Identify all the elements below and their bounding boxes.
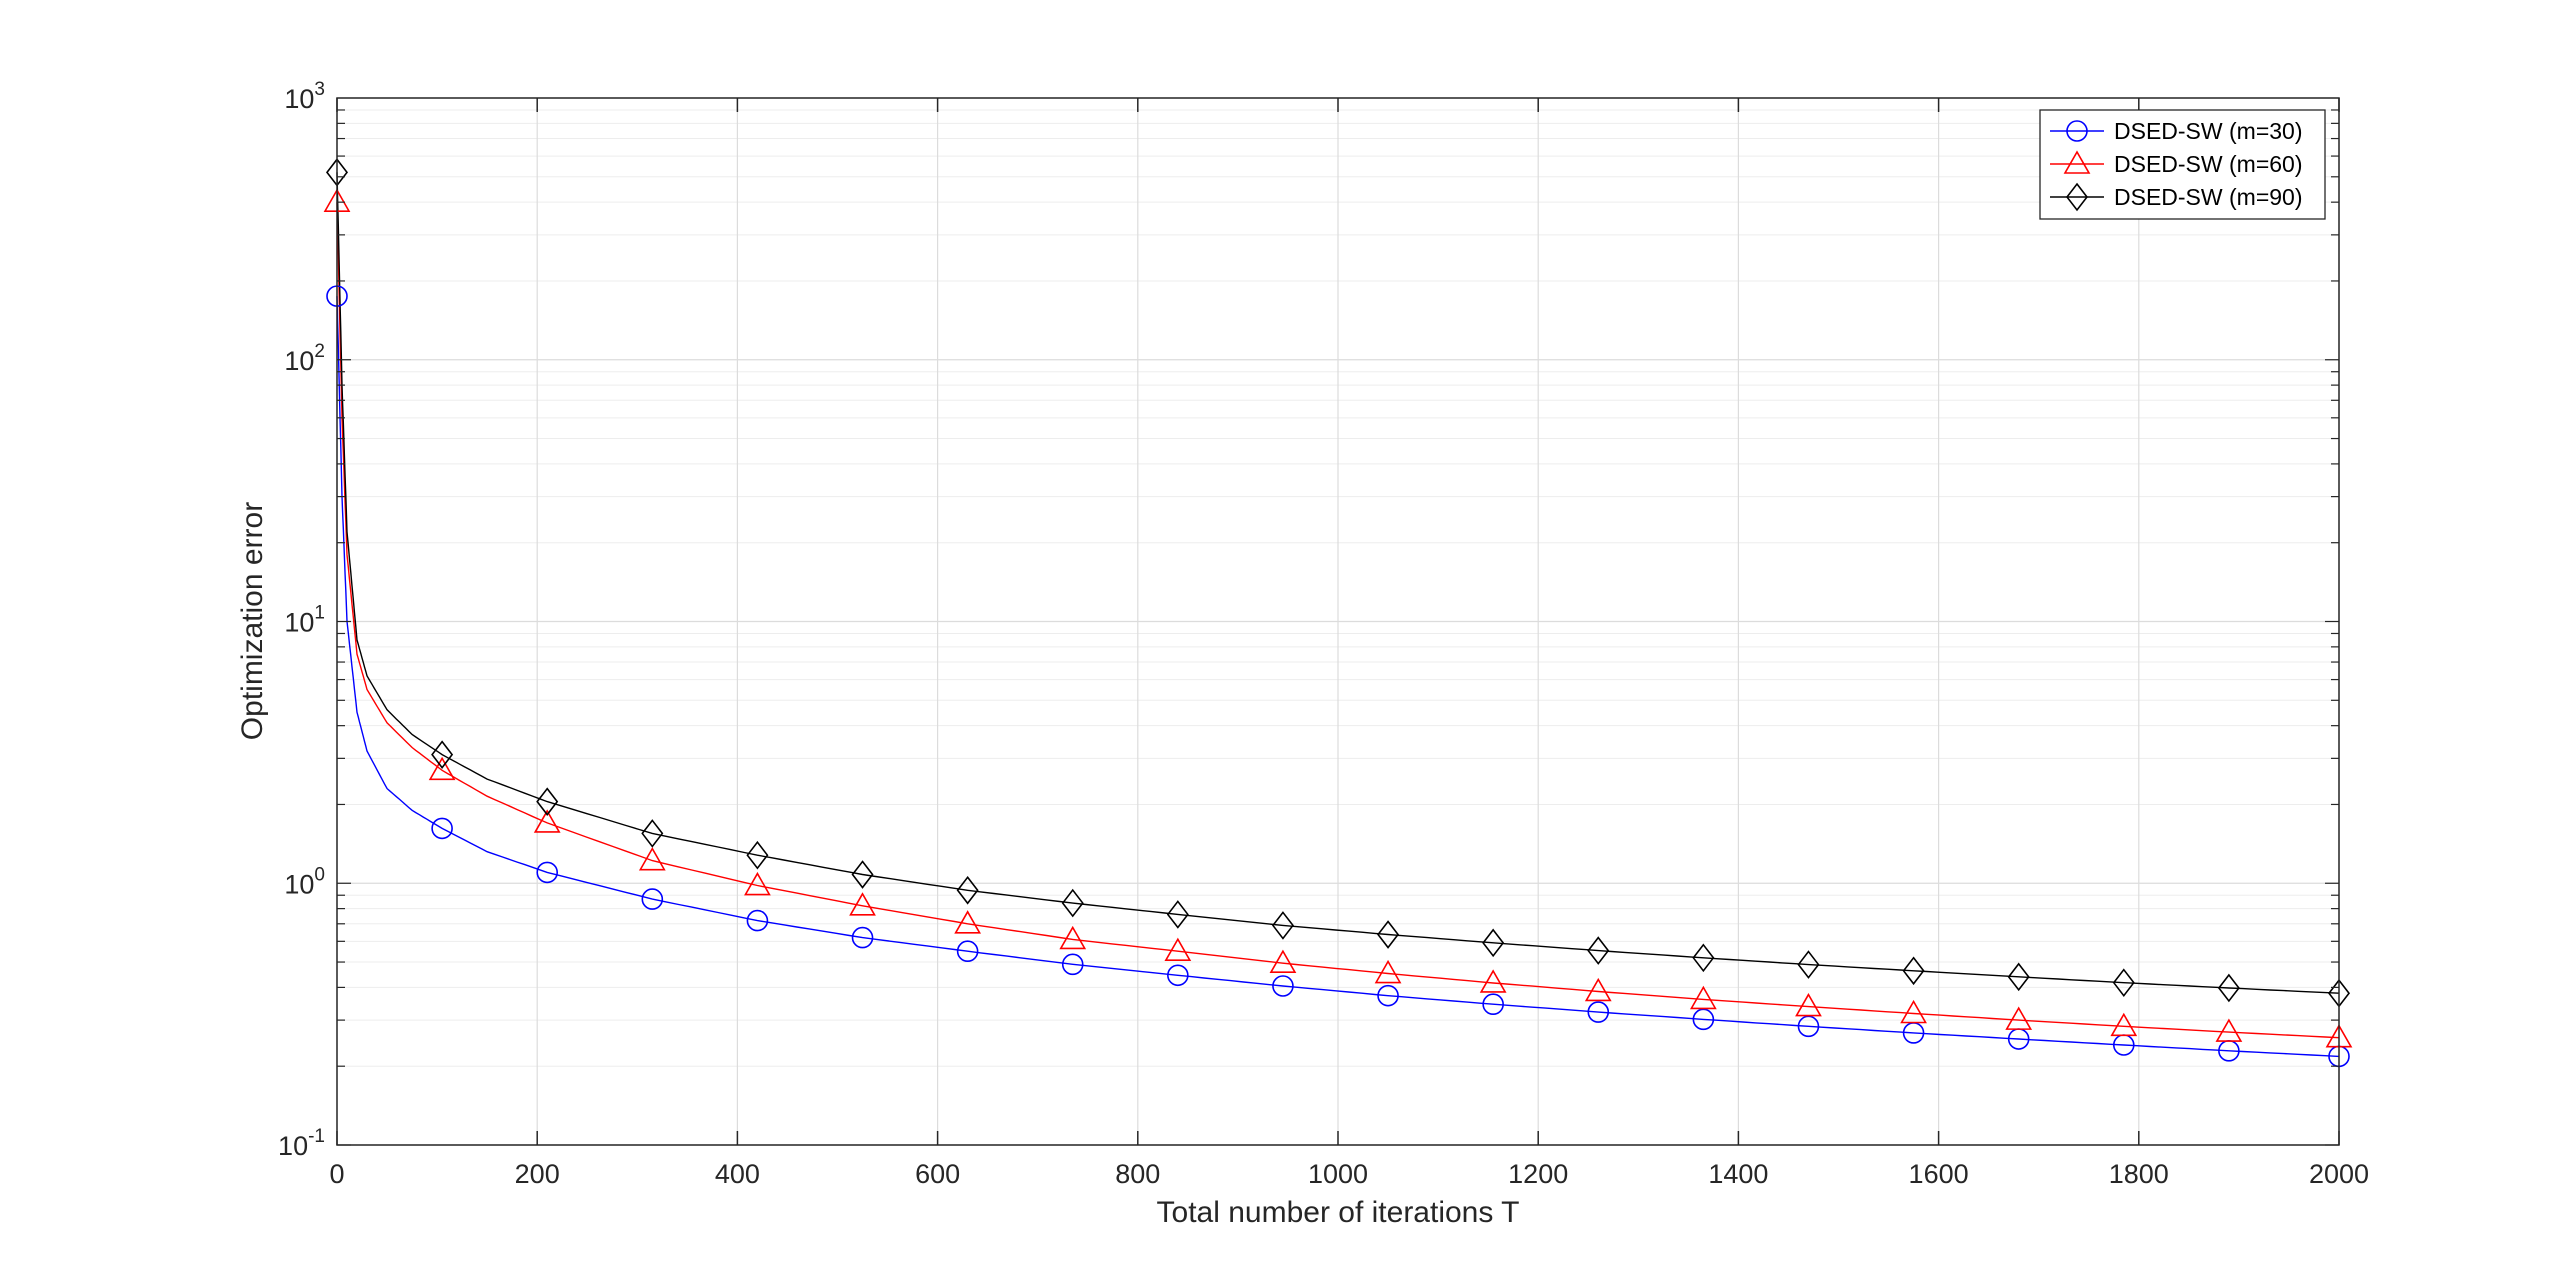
legend-label: DSED-SW (m=60) [2114,151,2303,177]
series-3-marker [536,787,559,816]
legend-marker [2066,120,2088,142]
series-2-marker [954,910,982,934]
y-tick-base: 10 [284,869,314,899]
series-3-marker [2112,968,2135,997]
series-2-marker [1795,992,1822,1017]
y-tick-label: 10-1 [278,1126,325,1161]
series-2-marker [638,847,666,871]
x-tick-label: 800 [1115,1159,1160,1189]
y-tick-label: 100 [284,864,325,899]
x-tick-label: 400 [715,1159,760,1189]
y-tick-exponent: 3 [314,79,325,100]
series-3-marker [1902,956,1925,986]
series-1-marker [1272,975,1294,997]
series-2-marker [849,892,876,916]
x-tick-label: 600 [915,1159,960,1189]
series-2-marker [1269,949,1297,973]
series-2-marker [428,756,456,781]
series-lines [336,172,2340,1058]
legend-label: DSED-SW (m=90) [2114,184,2303,210]
legend: DSED-SW (m=30) DSED-SW (m=60) DSED-SW (m=9… [2039,109,2326,220]
series-line-2 [336,202,2340,1039]
y-tick-base: 10 [284,346,314,376]
series-1-marker [431,817,453,840]
legend-marker [2063,150,2091,174]
series-1-marker [746,909,769,932]
series-2-marker [533,809,561,833]
series-3-marker [956,875,979,905]
y-tick-exponent: 1 [314,603,325,624]
series-3-marker [431,740,454,769]
series-2-marker [1900,999,1927,1024]
series-3-marker [1271,911,1294,940]
series-3-marker [2007,962,2030,992]
series-2-marker [2215,1018,2243,1042]
series-line-1 [336,296,2340,1058]
axis-ticks [336,98,2340,1146]
series-3-marker [1587,936,1610,965]
y-tick-exponent: -1 [308,1126,325,1147]
x-tick-label: 2000 [2309,1159,2369,1189]
series-3-marker [1061,888,1084,918]
legend-marker [2065,182,2089,212]
series-1-marker [1377,984,1399,1007]
series-1-marker [956,940,979,963]
series-3-marker [1692,943,1715,973]
x-tick-label: 1200 [1508,1159,1568,1189]
series-2-marker [1584,977,1612,1002]
x-tick-labels: 0 200 400 600 800 1000 1200 1400 1600 1800 2000 [329,1159,2369,1189]
series-3-marker [1377,920,1400,949]
series-1-marker [1061,953,1084,976]
y-tick-base: 10 [284,84,314,114]
grid [336,97,2340,1146]
y-tick-base: 10 [278,1131,308,1161]
y-tick-label: 102 [284,341,325,376]
series-1-marker [641,888,664,910]
series-line-3 [336,172,2340,994]
series-3-marker [851,860,874,889]
x-tick-label: 1000 [1308,1159,1368,1189]
series-markers [323,158,2353,1068]
series-3-marker [2217,973,2240,1003]
x-axis-label: Total number of iterations T [1157,1196,1520,1229]
series-3-marker [1482,928,1505,958]
series-2-marker [744,871,771,896]
series-2-marker [1479,969,1507,993]
y-tick-base: 10 [284,608,314,638]
series-3-marker [1166,900,1189,929]
series-2-marker [2005,1006,2033,1030]
x-tick-label: 1800 [2109,1159,2169,1189]
series-1-marker [1587,1001,1610,1023]
series-1-marker [536,861,559,884]
legend-label: DSED-SW (m=30) [2114,118,2303,144]
y-tick-label: 103 [284,79,325,114]
series-3-marker [1797,950,1820,979]
series-1-marker [1692,1008,1715,1031]
series-3-marker [641,819,664,848]
y-tick-label: 101 [284,603,325,638]
x-tick-label: 200 [515,1159,560,1189]
y-tick-exponent: 0 [314,864,325,885]
series-1-marker [1482,993,1504,1016]
series-2-marker [2110,1012,2138,1037]
x-tick-label: 1400 [1708,1159,1768,1189]
x-tick-label: 0 [329,1159,344,1189]
series-3-marker [746,840,769,870]
series-2-marker [1059,925,1087,950]
series-2-marker [1164,937,1192,962]
series-1-marker [851,926,874,949]
series-1-marker [1167,964,1189,987]
y-tick-exponent: 2 [314,341,325,362]
x-tick-label: 1600 [1909,1159,1969,1189]
y-axis-label: Optimization error [236,502,269,740]
series-2-marker [1689,985,1717,1010]
series-2-marker [1374,959,1402,984]
